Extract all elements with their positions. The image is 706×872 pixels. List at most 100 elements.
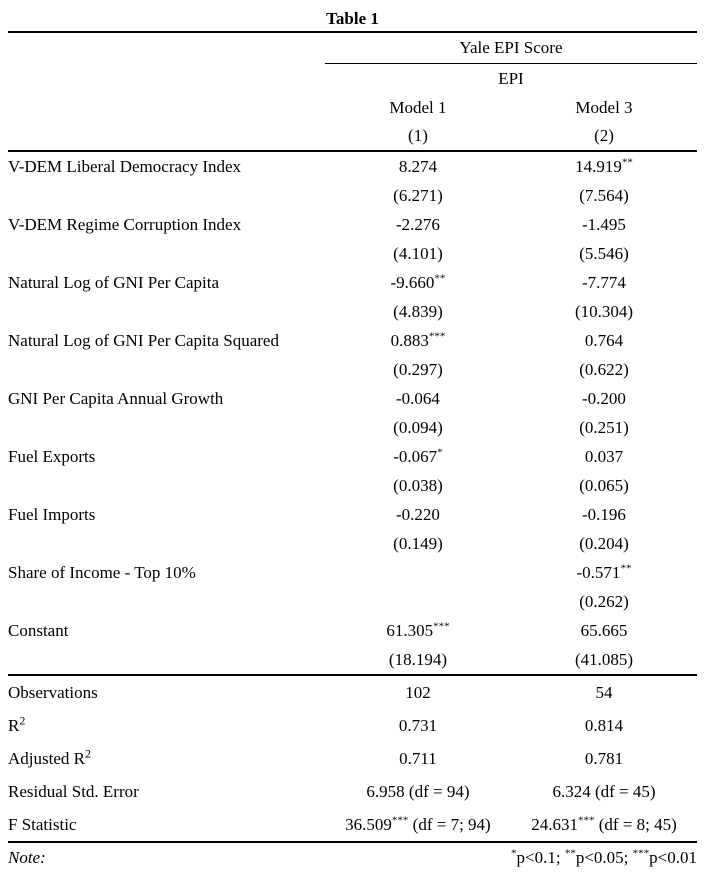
note-row: Note: *p<0.1; **p<0.05; ***p<0.01 [8,842,697,872]
variable-label: V-DEM Regime Corruption Index [8,214,242,234]
coefficient-cell-model2: -0.571** [511,558,697,587]
statistic-value: 6.958 (df = 94) [366,781,470,801]
spacer-cell [8,471,325,500]
coefficient-row: Natural Log of GNI Per Capita Squared 0.… [8,326,697,355]
variable-label: Constant [8,620,69,640]
std-error-cell-model2: (0.262) [579,591,629,611]
coefficient-value: 61.305 [386,620,434,640]
dependent-variable-group-label: Yale EPI Score [324,32,697,64]
statistic-value: 0.731 [398,715,438,735]
std-error-row: (6.271) (7.564) [8,181,697,210]
statistic-cell-model1: 0.731 [325,709,511,742]
significance-stars: *** [577,813,595,826]
statistic-value: 0.711 [399,748,437,768]
std-error-row: (0.038) (0.065) [8,471,697,500]
coefficient-value: -0.064 [395,388,440,408]
std-error-row: (0.149) (0.204) [8,529,697,558]
coefficient-cell-model1: 0.883*** [325,326,511,355]
coefficient-cell-model2: -1.495 [511,210,697,239]
coefficient-cell-model2: 0.764 [511,326,697,355]
column-number-2: (2) [510,122,697,152]
statistic-row: Residual Std. Error 6.958 (df = 94) 6.32… [8,775,697,808]
coefficient-value: 0.883 [390,330,429,350]
coefficient-row: Natural Log of GNI Per Capita -9.660** -… [8,268,697,297]
coefficient-value: -0.571 [576,562,621,582]
note-threshold: p<0.05; [575,847,633,867]
coefficient-cell-model1: -2.276 [325,210,511,239]
significance-stars: *** [391,813,409,826]
note-segment: *p<0.1; [511,846,565,867]
coefficient-cell-model2: -7.774 [511,268,697,297]
std-error-row: (0.094) (0.251) [8,413,697,442]
spacer-cell [8,645,325,676]
spacer-cell [8,64,325,94]
std-error-cell-model1: (6.271) [393,185,443,205]
note-threshold: p<0.1; [516,847,565,867]
significance-stars: ** [621,155,633,168]
variable-label: Fuel Imports [8,504,96,524]
significance-stars: ** [620,561,632,574]
coefficient-cell-model2: 14.919** [511,151,697,181]
statistic-cell-model2: 54 [511,675,697,709]
coefficient-cell-model1: -0.064 [325,384,511,413]
statistic-cell-model1: 0.711 [325,742,511,775]
coefficient-cell-model1: 61.305*** [325,616,511,645]
std-error-cell-model2: (41.085) [510,645,697,676]
column-number-1: (1) [324,122,511,152]
spacer-cell [8,93,325,122]
coefficient-value: 8.274 [398,156,438,176]
coefficient-value: -7.774 [582,272,626,292]
std-error-row: (0.297) (0.622) [8,355,697,384]
coefficient-value: -0.220 [395,504,440,524]
coefficient-value: -9.660 [390,272,435,292]
model-name-row: Model 1 Model 3 [8,93,697,122]
statistic-cell-model1: 36.509*** (df = 7; 94) [324,808,511,843]
statistics-section: Observations 102 54 R2 0.731 0.814 Adjus… [8,675,697,843]
statistic-row: F Statistic 36.509*** (df = 7; 94) 24.63… [8,808,697,843]
std-error-cell-model2: (7.564) [579,185,629,205]
significance-stars: ** [564,846,576,859]
std-error-row: (4.101) (5.546) [8,239,697,268]
std-error-cell-model2: (0.622) [579,359,629,379]
variable-label: V-DEM Liberal Democracy Index [8,156,242,176]
statistic-label-text: R [8,715,20,735]
statistic-cell-model2: 0.814 [511,709,697,742]
spacer-cell [8,355,325,384]
coefficient-value: 0.764 [584,330,624,350]
coefficient-row: V-DEM Liberal Democracy Index 8.274 14.9… [8,151,697,181]
note-threshold: p<0.01 [649,847,697,867]
std-error-cell-model1: (0.038) [393,475,443,495]
spacer-cell [8,122,325,152]
spacer-cell [8,181,325,210]
spacer-cell [8,239,325,268]
std-error-row: (18.194) (41.085) [8,645,697,676]
statistic-value: 54 [595,682,613,702]
statistic-row: Observations 102 54 [8,675,697,709]
coefficient-cell-model1: -0.220 [325,500,511,529]
variable-label: Natural Log of GNI Per Capita Squared [8,330,279,350]
model-2-label: Model 3 [575,97,633,117]
statistic-label-superscript: 2 [19,712,26,727]
statistic-cell-model2: 0.781 [511,742,697,775]
std-error-row: (0.262) [8,587,697,616]
statistic-label: Adjusted R2 [8,742,325,775]
statistic-suffix: (df = 8; 45) [594,814,677,834]
statistic-cell-model1: 6.958 (df = 94) [325,775,511,808]
statistic-suffix: (df = 7; 94) [408,814,491,834]
coefficient-cell-model2: 65.665 [511,616,697,645]
statistic-label: Residual Std. Error [8,775,325,808]
significance-stars: *** [428,329,446,342]
std-error-cell-model1: (4.101) [393,243,443,263]
spacer-cell [8,529,325,558]
statistic-row: Adjusted R2 0.711 0.781 [8,742,697,775]
significance-stars: *** [433,619,450,632]
dependent-variable-label: EPI [498,68,524,88]
std-error-cell-model1: (0.297) [393,359,443,379]
significance-stars: * [511,846,517,859]
model-number-row: (1) (2) [8,122,697,152]
std-error-cell-model2: (0.065) [579,475,629,495]
coefficient-row: Fuel Exports -0.067* 0.037 [8,442,697,471]
note-significance-legend: *p<0.1; **p<0.05; ***p<0.01 [325,842,697,872]
std-error-cell-model1: (0.149) [393,533,443,553]
